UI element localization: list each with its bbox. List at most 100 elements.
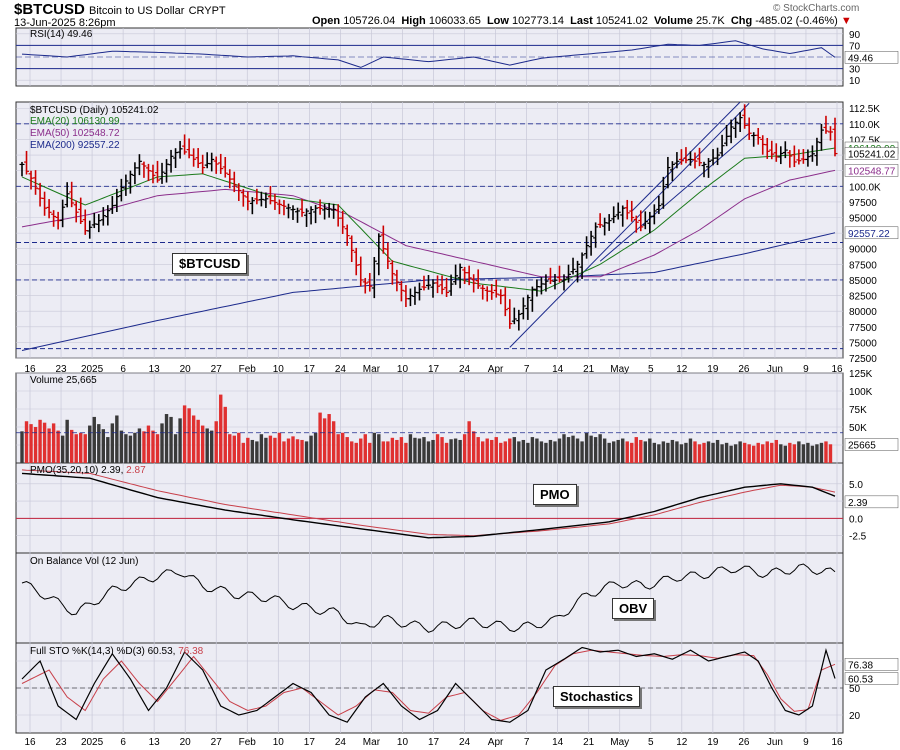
volume-bar: [539, 441, 544, 463]
y-tick-label: 100.0K: [849, 182, 881, 193]
y-tick-label: 30: [849, 65, 861, 76]
volume-bar: [706, 441, 711, 463]
x-tick-label: 2025: [81, 737, 104, 748]
volume-bar: [282, 441, 286, 463]
volume-bar: [548, 439, 553, 463]
volume-bar: [607, 442, 611, 463]
x-tick-label: 5: [648, 737, 654, 748]
volume-bar: [164, 414, 169, 463]
ema200-badge: 92557.22: [848, 229, 890, 240]
volume-bar: [277, 432, 282, 463]
volume-bar: [783, 445, 788, 463]
volume-bar: [273, 437, 277, 463]
volume-bar: [219, 394, 223, 463]
volume-bar: [79, 432, 83, 463]
volume-bar: [169, 416, 173, 463]
volume-bar: [747, 444, 751, 463]
x-tick-label: 6: [120, 737, 126, 748]
volume-bar: [742, 442, 747, 463]
y-tick-label: 90000: [849, 245, 877, 256]
volume-bar: [566, 437, 571, 463]
volume-bar: [584, 432, 589, 463]
volume-bar: [431, 439, 435, 463]
volume-bar: [327, 414, 331, 463]
rsi-badge: 49.46: [848, 53, 873, 64]
x-tick-label: 6: [120, 364, 126, 375]
y-tick-label: 72500: [849, 354, 877, 365]
volume-bar: [232, 435, 236, 463]
volume-bar: [196, 419, 200, 463]
volume-bar: [24, 421, 29, 463]
y-tick-label: 50: [849, 684, 861, 695]
copyright: © StockCharts.com: [773, 3, 860, 14]
volume-bar: [286, 438, 291, 463]
volume-bar: [264, 437, 268, 463]
volume-bar: [806, 442, 810, 463]
pmo-line: [21, 472, 836, 539]
volume-bar: [517, 441, 521, 463]
volume-bar: [765, 441, 769, 463]
volume-bar: [625, 441, 629, 463]
volume-bar: [246, 437, 250, 463]
volume-bar: [60, 435, 65, 463]
volume-bar: [535, 438, 539, 463]
volume-bar: [137, 428, 142, 463]
volume-bar: [92, 416, 96, 463]
volume-bar: [372, 432, 376, 463]
volume-bar: [47, 428, 51, 463]
volume-bar: [435, 434, 440, 463]
volume-bar: [422, 437, 426, 463]
x-tick-label: 5: [648, 364, 654, 375]
volume-bar: [715, 439, 720, 463]
y-tick-label: 75000: [849, 338, 877, 349]
sto-label: Full STO %K(14,3) %D(3) 60.53, 76.38: [30, 646, 203, 657]
volume-bar: [390, 437, 395, 463]
volume-bar: [340, 432, 345, 463]
y-tick-label: 97500: [849, 198, 877, 209]
x-tick-label: Jun: [767, 364, 783, 375]
x-tick-label: 16: [831, 364, 843, 375]
volume-bar: [368, 442, 372, 463]
pmo-signal-line: [21, 469, 836, 537]
sto-k-badge: 60.53: [848, 675, 873, 686]
y-tick-label: 0.0: [849, 514, 863, 525]
x-tick-label: 13: [149, 737, 161, 748]
volume-bar: [268, 435, 273, 463]
volume-bar: [724, 442, 729, 463]
volume-value: 25.7K: [695, 15, 725, 27]
volume-bar: [679, 444, 684, 463]
volume-bar: [770, 442, 774, 463]
volume-bar: [336, 434, 340, 463]
x-tick-label: Mar: [363, 737, 381, 748]
volume-bar: [291, 436, 295, 463]
y-tick-label: 107.5K: [849, 135, 881, 146]
x-tick-label: 10: [273, 364, 285, 375]
volume-bar: [110, 423, 115, 463]
volume-bar: [142, 431, 146, 463]
volume-bar: [553, 441, 557, 463]
volume-bar: [187, 408, 191, 463]
x-tick-label: 16: [24, 364, 36, 375]
pmo-badge: 2.39: [848, 498, 868, 509]
pane-price: [15, 101, 844, 359]
x-tick-label: 26: [738, 364, 750, 375]
pmo-label-main: PMO(35,20,10) 2.39,: [30, 465, 124, 476]
volume-bar: [639, 439, 643, 463]
x-tick-label: 24: [335, 364, 347, 375]
volume-bar: [399, 437, 404, 463]
volume-bar: [119, 430, 124, 463]
x-tick-label: 12: [676, 737, 688, 748]
y-tick-label: 77500: [849, 323, 877, 334]
volume-bar: [657, 444, 661, 463]
volume-bar: [205, 428, 209, 463]
y-tick-label: 112.5K: [849, 104, 880, 115]
x-tick-label: 23: [55, 364, 67, 375]
y-tick-label: 85000: [849, 276, 877, 287]
volume-bar: [29, 424, 33, 463]
volume-bar: [359, 438, 363, 463]
x-tick-label: 10: [397, 737, 409, 748]
volume-bar: [792, 444, 797, 463]
volume-bar: [386, 441, 390, 463]
ema50-line: [21, 169, 836, 278]
x-tick-label: 23: [55, 737, 67, 748]
